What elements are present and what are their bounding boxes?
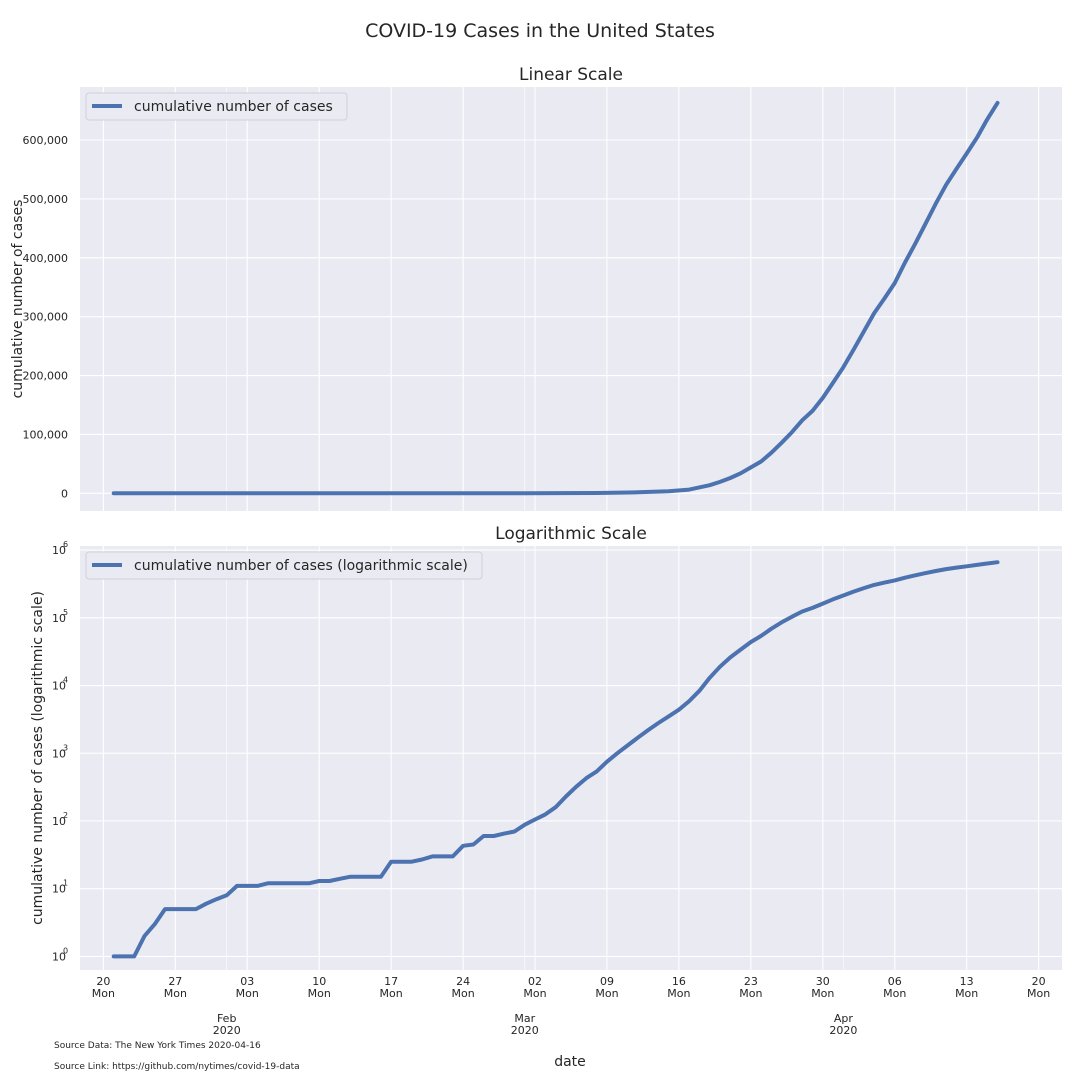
y-tick-exponent: 4 (63, 676, 68, 685)
y-axis-label: cumulative number of cases (logarithmic … (30, 591, 46, 925)
x-tick-weekday: Mon (739, 987, 762, 1000)
x-axis-label: date (554, 1054, 586, 1070)
y-tick-exponent: 6 (63, 540, 68, 549)
y-tick-label: 500,000 (23, 193, 69, 206)
x-tick-day: 10 (312, 975, 326, 988)
x-tick-weekday: Mon (164, 987, 187, 1000)
y-tick-label: 10 (52, 544, 66, 557)
x-tick-day: 20 (1032, 975, 1046, 988)
x-tick-day: 30 (816, 975, 830, 988)
legend-box (85, 551, 483, 580)
x-tick-month: Mar (514, 1012, 535, 1025)
x-tick-weekday: Mon (308, 987, 331, 1000)
x-tick-day: 13 (960, 975, 974, 988)
figure-title: COVID-19 Cases in the United States (365, 20, 715, 42)
y-tick-exponent: 0 (63, 946, 68, 955)
y-tick-label: 10 (52, 612, 66, 625)
x-axis-tick-labels: 20Mon27Mon03Mon10Mon17Mon24Mon02Mon09Mon… (92, 975, 1050, 1037)
x-tick-day: 24 (456, 975, 470, 988)
x-tick-month: Feb (217, 1012, 236, 1025)
source-link-note: Source Link: https://github.com/nytimes/… (54, 1062, 300, 1072)
x-tick-day: 03 (240, 975, 254, 988)
y-tick-label: 400,000 (23, 252, 69, 265)
y-tick-label: 10 (52, 815, 66, 828)
y-axis-label: cumulative number of cases (10, 200, 26, 399)
source-data-note: Source Data: The New York Times 2020-04-… (54, 1041, 261, 1051)
x-tick-year: 2020 (829, 1024, 857, 1037)
x-tick-year: 2020 (511, 1024, 539, 1037)
y-tick-label: 10 (52, 747, 66, 760)
x-gridlines (102, 87, 1040, 511)
x-tick-year: 2020 (213, 1024, 241, 1037)
x-tick-day: 09 (600, 975, 614, 988)
y-tick-exponent: 5 (63, 608, 68, 617)
linear-scale-panel: 0 100,000 200,000 300,000 400,000 500,000 600,… (10, 65, 1062, 511)
x-tick-weekday: Mon (955, 987, 978, 1000)
x-tick-weekday: Mon (811, 987, 834, 1000)
y-tick-label: 10 (52, 883, 66, 896)
x-tick-day: 02 (528, 975, 542, 988)
legend: cumulative number of cases (85, 92, 348, 121)
y-tick-label: 600,000 (23, 134, 69, 147)
panel-title: Logarithmic Scale (495, 524, 647, 544)
x-tick-weekday: Mon (1027, 987, 1050, 1000)
x-tick-weekday: Mon (451, 987, 474, 1000)
x-tick-day: 20 (96, 975, 110, 988)
series-line-0 (111, 560, 1000, 959)
legend-label: cumulative number of cases (logarithmic … (134, 558, 468, 574)
legend-label: cumulative number of cases (134, 99, 333, 115)
x-tick-month: Apr (834, 1012, 854, 1025)
y-tick-exponent: 1 (63, 879, 68, 888)
y-tick-label: 300,000 (23, 311, 69, 324)
y-tick-label: 200,000 (23, 370, 69, 383)
y-tick-label: 0 (61, 487, 68, 500)
y-tick-label: 10 (52, 950, 66, 963)
y-tick-exponent: 2 (63, 811, 68, 820)
x-tick-weekday: Mon (380, 987, 403, 1000)
x-tick-day: 17 (384, 975, 398, 988)
x-tick-day: 06 (888, 975, 902, 988)
x-tick-weekday: Mon (236, 987, 259, 1000)
y-tick-label: 10 (52, 680, 66, 693)
x-tick-weekday: Mon (595, 987, 618, 1000)
x-tick-weekday: Mon (667, 987, 690, 1000)
x-gridlines (102, 546, 1040, 970)
x-tick-day: 27 (168, 975, 182, 988)
legend-box (85, 92, 348, 121)
panel-title: Linear Scale (519, 65, 623, 85)
x-tick-weekday: Mon (883, 987, 906, 1000)
x-tick-weekday: Mon (523, 987, 546, 1000)
x-tick-weekday: Mon (92, 987, 115, 1000)
y-tick-exponent: 3 (63, 743, 68, 752)
plot-area (80, 546, 1062, 970)
legend: cumulative number of cases (logarithmic … (85, 551, 483, 580)
y-tick-label: 100,000 (23, 428, 69, 441)
plot-area (80, 87, 1062, 511)
x-tick-day: 16 (672, 975, 686, 988)
x-tick-day: 23 (744, 975, 758, 988)
series-line-0 (111, 100, 1000, 496)
